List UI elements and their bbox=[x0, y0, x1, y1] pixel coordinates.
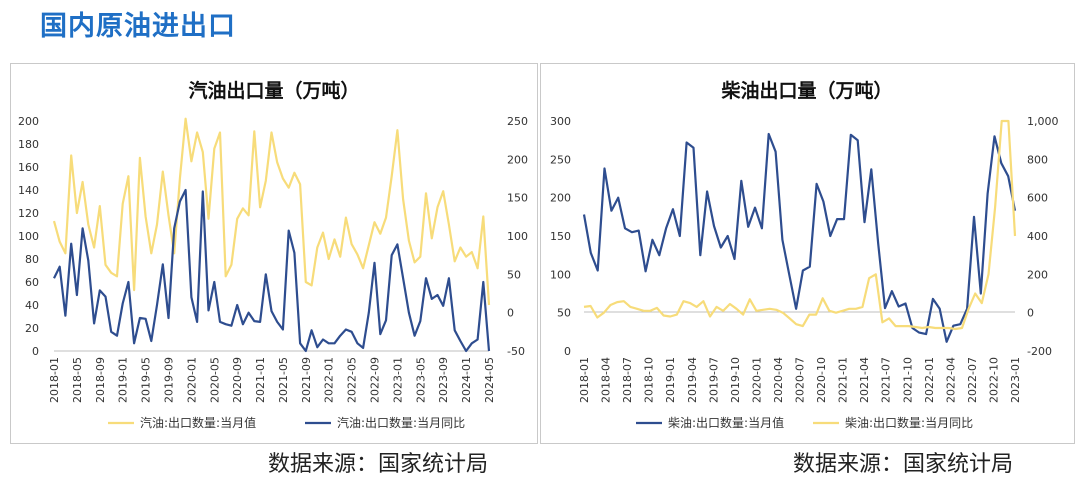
x-tick-label: 2024-05 bbox=[483, 357, 496, 403]
y-right-tick-label: 0 bbox=[1027, 307, 1034, 320]
x-tick-label: 2018-01 bbox=[578, 357, 591, 403]
y-left-tick-label: 50 bbox=[557, 307, 571, 320]
x-tick-label: 2019-10 bbox=[729, 357, 742, 403]
y-left-tick-label: 80 bbox=[25, 253, 39, 266]
y-right-tick-label: 1,000 bbox=[1027, 115, 1059, 128]
y-right-tick-label: 800 bbox=[1027, 153, 1048, 166]
y-right-tick-label: 150 bbox=[507, 192, 528, 205]
x-tick-label: 2021-07 bbox=[880, 357, 893, 403]
series-line-1 bbox=[583, 119, 1017, 331]
y-left-tick-label: 300 bbox=[550, 115, 571, 128]
x-tick-label: 2021-09 bbox=[300, 357, 313, 403]
legend-label-1: 柴油:出口数量:当月同比 bbox=[845, 415, 973, 430]
x-tick-label: 2022-10 bbox=[987, 357, 1000, 403]
chart-title: 柴油出口量（万吨） bbox=[720, 79, 892, 102]
y-right-tick-label: -200 bbox=[1027, 345, 1052, 358]
y-right-tick-label: 200 bbox=[507, 153, 528, 166]
y-right-tick-label: 200 bbox=[1027, 268, 1048, 281]
data-source-note-right: 数据来源：国家统计局 bbox=[793, 452, 1014, 477]
x-tick-label: 2018-05 bbox=[71, 357, 84, 403]
series-line-1 bbox=[53, 188, 491, 353]
x-tick-label: 2022-01 bbox=[323, 357, 336, 403]
x-tick-label: 2023-09 bbox=[437, 357, 450, 403]
legend-label-0: 汽油:出口数量:当月值 bbox=[140, 415, 256, 430]
x-tick-label: 2018-10 bbox=[643, 357, 656, 403]
y-left-tick-label: 60 bbox=[25, 276, 39, 289]
gasoline-export-chart: 汽油出口量（万吨） 0 20 40 60 80 100 120 140 160 180 200 -50 0… bbox=[18, 79, 528, 430]
y-right-tick-label: 50 bbox=[507, 268, 521, 281]
page-title: 国内原油进出口 bbox=[40, 11, 236, 42]
x-tick-label: 2019-07 bbox=[707, 357, 720, 403]
x-tick-label: 2022-05 bbox=[346, 357, 359, 403]
diesel-export-chart: 柴油出口量（万吨） 0 50 100 150 200 250 300 -200 0 200 400 60… bbox=[550, 79, 1059, 430]
y-left-tick-label: 200 bbox=[550, 192, 571, 205]
x-tick-label: 2020-04 bbox=[772, 357, 785, 403]
x-tick-label: 2019-04 bbox=[686, 357, 699, 403]
x-tick-label: 2023-01 bbox=[391, 357, 404, 403]
y-right-tick-label: 250 bbox=[507, 115, 528, 128]
x-tick-label: 2022-01 bbox=[923, 357, 936, 403]
y-left-tick-label: 100 bbox=[18, 230, 39, 243]
y-right-tick-label: -50 bbox=[507, 345, 525, 358]
x-tick-label: 2024-01 bbox=[460, 357, 473, 403]
x-tick-label: 2018-07 bbox=[621, 357, 634, 403]
x-tick-label: 2023-01 bbox=[1009, 357, 1022, 403]
y-left-tick-label: 0 bbox=[564, 345, 571, 358]
y-left-tick-label: 100 bbox=[550, 268, 571, 281]
y-left-tick-label: 0 bbox=[32, 345, 39, 358]
y-left-tick-label: 140 bbox=[18, 184, 39, 197]
x-tick-label: 2019-09 bbox=[162, 357, 175, 403]
diesel-chart-panel: 柴油出口量（万吨） 0 50 100 150 200 250 300 -200 0 200 400 60… bbox=[540, 63, 1075, 444]
x-tick-label: 2021-05 bbox=[277, 357, 290, 403]
x-tick-label: 2020-10 bbox=[815, 357, 828, 403]
y-right-tick-label: 600 bbox=[1027, 192, 1048, 205]
x-tick-label: 2020-05 bbox=[208, 357, 221, 403]
y-left-tick-label: 120 bbox=[18, 207, 39, 220]
y-left-tick-label: 250 bbox=[550, 153, 571, 166]
x-tick-label: 2020-09 bbox=[231, 357, 244, 403]
chart-title: 汽油出口量（万吨） bbox=[188, 79, 359, 102]
x-tick-label: 2022-09 bbox=[369, 357, 382, 403]
legend-label-0: 柴油:出口数量:当月值 bbox=[668, 415, 784, 430]
x-tick-label: 2023-05 bbox=[414, 357, 427, 403]
y-left-tick-label: 180 bbox=[18, 138, 39, 151]
x-tick-label: 2022-07 bbox=[966, 357, 979, 403]
y-right-tick-label: 0 bbox=[507, 307, 514, 320]
x-tick-label: 2019-01 bbox=[664, 357, 677, 403]
y-right-tick-label: 400 bbox=[1027, 230, 1048, 243]
y-left-tick-label: 160 bbox=[18, 161, 39, 174]
x-tick-label: 2021-01 bbox=[254, 357, 267, 403]
x-tick-label: 2020-01 bbox=[185, 357, 198, 403]
x-tick-label: 2019-01 bbox=[117, 357, 130, 403]
x-tick-label: 2020-07 bbox=[794, 357, 807, 403]
data-source-note-left: 数据来源：国家统计局 bbox=[268, 452, 489, 477]
y-left-tick-label: 20 bbox=[25, 322, 39, 335]
y-left-tick-label: 150 bbox=[550, 230, 571, 243]
x-tick-label: 2018-09 bbox=[94, 357, 107, 403]
legend-label-1: 汽油:出口数量:当月同比 bbox=[337, 415, 465, 430]
x-tick-label: 2019-05 bbox=[140, 357, 153, 403]
x-tick-label: 2021-04 bbox=[858, 357, 871, 403]
y-right-tick-label: 100 bbox=[507, 230, 528, 243]
series-line-0 bbox=[582, 132, 1017, 343]
x-tick-label: 2021-10 bbox=[901, 357, 914, 403]
x-tick-label: 2021-01 bbox=[837, 357, 850, 403]
x-tick-label: 2018-04 bbox=[600, 357, 613, 403]
x-tick-label: 2022-04 bbox=[944, 357, 957, 403]
y-left-tick-label: 40 bbox=[25, 299, 39, 312]
series-line-0 bbox=[52, 117, 491, 306]
gasoline-chart-panel: 汽油出口量（万吨） 0 20 40 60 80 100 120 140 160 180 200 -50 0… bbox=[10, 63, 538, 444]
x-tick-label: 2018-01 bbox=[48, 357, 61, 403]
x-tick-label: 2020-01 bbox=[750, 357, 763, 403]
y-left-tick-label: 200 bbox=[18, 115, 39, 128]
